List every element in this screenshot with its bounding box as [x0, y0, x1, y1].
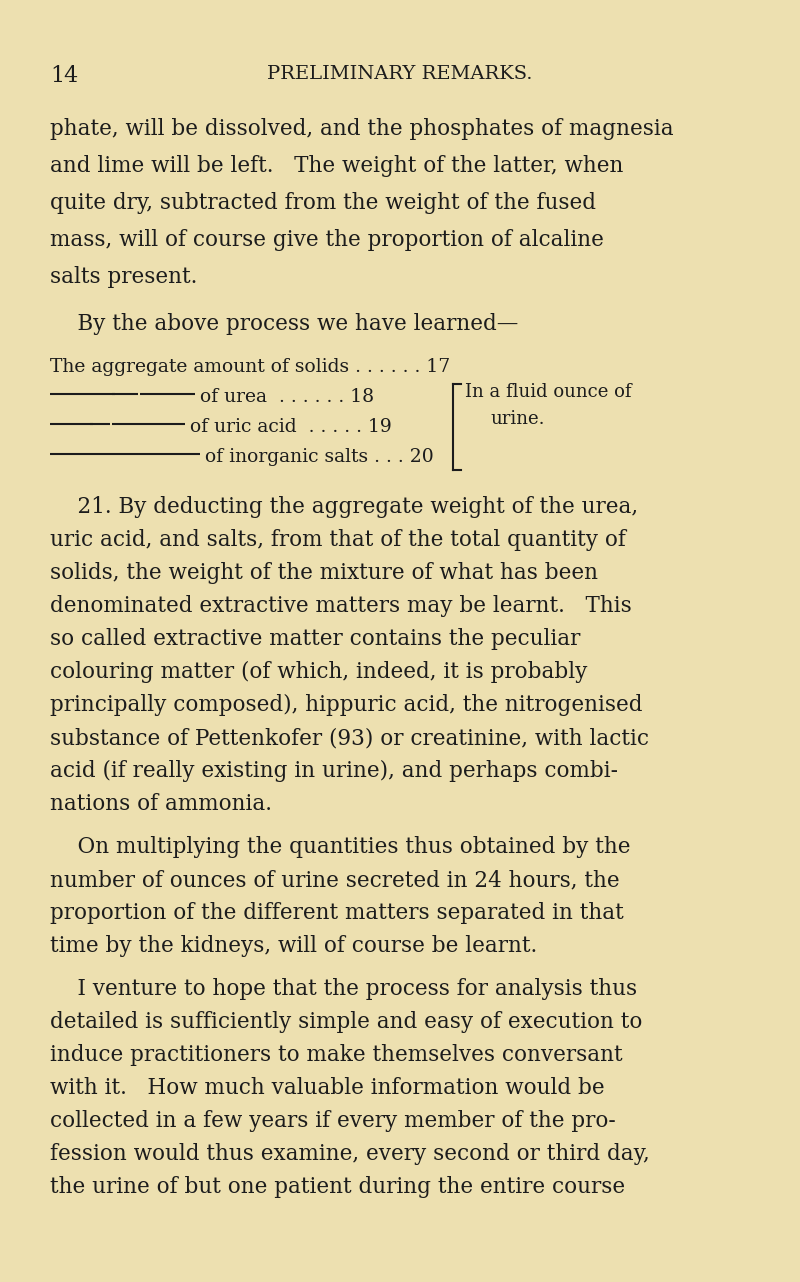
Text: quite dry, subtracted from the weight of the fused: quite dry, subtracted from the weight of…: [50, 192, 596, 214]
Text: induce practitioners to make themselves conversant: induce practitioners to make themselves …: [50, 1044, 622, 1067]
Text: and lime will be left.   The weight of the latter, when: and lime will be left. The weight of the…: [50, 155, 623, 177]
Text: time by the kidneys, will of course be learnt.: time by the kidneys, will of course be l…: [50, 935, 538, 956]
Text: 21. By deducting the aggregate weight of the urea,: 21. By deducting the aggregate weight of…: [50, 496, 638, 518]
Text: number of ounces of urine secreted in 24 hours, the: number of ounces of urine secreted in 24…: [50, 869, 620, 891]
Text: detailed is sufficiently simple and easy of execution to: detailed is sufficiently simple and easy…: [50, 1011, 642, 1033]
Text: nations of ammonia.: nations of ammonia.: [50, 794, 272, 815]
Text: with it.   How much valuable information would be: with it. How much valuable information w…: [50, 1077, 605, 1099]
Text: colouring matter (of which, indeed, it is probably: colouring matter (of which, indeed, it i…: [50, 662, 587, 683]
Text: principally composed), hippuric acid, the nitrogenised: principally composed), hippuric acid, th…: [50, 694, 642, 717]
Text: collected in a few years if every member of the pro-: collected in a few years if every member…: [50, 1110, 616, 1132]
Text: phate, will be dissolved, and the phosphates of magnesia: phate, will be dissolved, and the phosph…: [50, 118, 674, 140]
Text: of urea  . . . . . . 18: of urea . . . . . . 18: [200, 388, 374, 406]
Text: By the above process we have learned—: By the above process we have learned—: [50, 313, 518, 335]
Text: of inorganic salts . . . 20: of inorganic salts . . . 20: [205, 447, 434, 465]
Text: 14: 14: [50, 65, 78, 87]
Text: the urine of but one patient during the entire course: the urine of but one patient during the …: [50, 1176, 625, 1197]
Text: mass, will of course give the proportion of alcaline: mass, will of course give the proportion…: [50, 229, 604, 251]
Text: salts present.: salts present.: [50, 265, 198, 288]
Text: of uric acid  . . . . . 19: of uric acid . . . . . 19: [190, 418, 392, 436]
Text: uric acid, and salts, from that of the total quantity of: uric acid, and salts, from that of the t…: [50, 529, 626, 551]
Text: solids, the weight of the mixture of what has been: solids, the weight of the mixture of wha…: [50, 562, 598, 585]
Text: so called extractive matter contains the peculiar: so called extractive matter contains the…: [50, 628, 580, 650]
Text: PRELIMINARY REMARKS.: PRELIMINARY REMARKS.: [267, 65, 533, 83]
Text: substance of Pettenkofer (93) or creatinine, with lactic: substance of Pettenkofer (93) or creatin…: [50, 727, 649, 749]
Text: proportion of the different matters separated in that: proportion of the different matters sepa…: [50, 903, 624, 924]
Text: I venture to hope that the process for analysis thus: I venture to hope that the process for a…: [50, 978, 637, 1000]
Text: fession would thus examine, every second or third day,: fession would thus examine, every second…: [50, 1144, 650, 1165]
Text: In a fluid ounce of: In a fluid ounce of: [465, 383, 631, 401]
Text: denominated extractive matters may be learnt.   This: denominated extractive matters may be le…: [50, 595, 632, 617]
Text: On multiplying the quantities thus obtained by the: On multiplying the quantities thus obtai…: [50, 836, 630, 858]
Text: urine.: urine.: [490, 410, 545, 428]
Text: The aggregate amount of solids . . . . . . 17: The aggregate amount of solids . . . . .…: [50, 358, 450, 376]
Text: acid (if really existing in urine), and perhaps combi-: acid (if really existing in urine), and …: [50, 760, 618, 782]
